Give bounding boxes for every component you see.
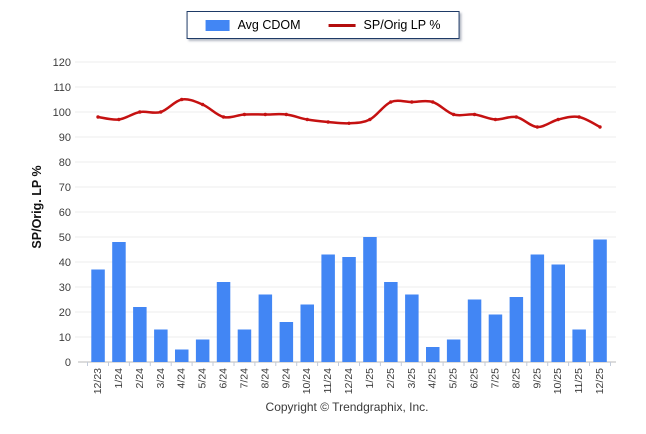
line-marker-11/25 <box>577 115 581 119</box>
bar-1/24 <box>112 242 126 362</box>
line-marker-1/24 <box>117 117 121 122</box>
y-axis-tick-label: 80 <box>59 157 71 169</box>
x-axis-tick-label: 3/24 <box>155 368 167 389</box>
x-axis-tick-label: 6/25 <box>469 368 481 389</box>
legend-item-sp-orig-lp: SP/Orig LP % <box>328 18 441 32</box>
line-marker-3/25 <box>410 100 414 104</box>
line-marker-12/25 <box>598 125 602 129</box>
bar-11/24 <box>321 254 335 362</box>
line-marker-1/25 <box>368 117 372 122</box>
bar-5/24 <box>195 339 210 362</box>
line-marker-6/25 <box>472 112 477 117</box>
x-axis-tick-label: 11/24 <box>322 368 334 394</box>
line-marker-12/23 <box>96 115 100 119</box>
line-marker-5/24 <box>200 102 205 107</box>
line-marker-7/25 <box>493 117 498 122</box>
y-axis-tick-label: 60 <box>59 207 71 219</box>
line-marker-9/25 <box>535 125 539 129</box>
x-axis-tick-label: 6/24 <box>218 368 230 389</box>
line-marker-12/24 <box>347 121 351 126</box>
y-axis-tick-label: 40 <box>59 257 71 269</box>
x-axis-tick-label: 12/25 <box>594 368 606 394</box>
bar-8/24 <box>258 294 273 362</box>
x-axis-tick-label: 4/24 <box>176 368 188 389</box>
bar-3/24 <box>154 329 168 362</box>
bar-4/24 <box>175 349 189 362</box>
line-marker-11/24 <box>326 120 330 124</box>
legend-label-avg-cdom: Avg CDOM <box>237 18 301 32</box>
line-marker-4/25 <box>431 100 435 104</box>
bar-9/24 <box>279 322 294 362</box>
x-axis-tick-label: 1/24 <box>113 368 125 389</box>
line-marker-5/25 <box>451 112 456 117</box>
x-axis-tick-label: 2/25 <box>385 368 397 389</box>
sp-orig-lp-line-swatch <box>328 23 356 27</box>
bar-6/25 <box>467 299 482 362</box>
y-axis-tick-label: 10 <box>59 332 71 344</box>
x-axis-tick-label: 9/24 <box>280 368 292 389</box>
line-marker-7/24 <box>242 112 247 117</box>
bar-12/24 <box>342 257 356 362</box>
bar-5/25 <box>446 339 461 362</box>
legend: Avg CDOM SP/Orig LP % <box>186 11 460 39</box>
bar-11/25 <box>572 329 586 362</box>
x-axis-tick-label: 9/25 <box>531 368 543 389</box>
bar-6/24 <box>216 282 231 362</box>
x-axis-tick-label: 12/24 <box>343 368 355 394</box>
x-axis-tick-label: 2/24 <box>134 368 146 389</box>
bar-9/25 <box>530 254 545 362</box>
legend-label-sp-orig-lp: SP/Orig LP % <box>363 18 441 32</box>
bar-2/24 <box>133 307 147 362</box>
y-axis-tick-label: 120 <box>53 57 71 69</box>
y-axis-tick-label: 50 <box>59 232 71 244</box>
line-marker-8/24 <box>263 112 267 117</box>
x-axis-tick-label: 8/25 <box>510 368 522 389</box>
y-axis-tick-label: 100 <box>53 107 71 119</box>
y-axis-tick-label: 0 <box>65 357 71 369</box>
x-axis-tick-label: 4/25 <box>427 368 439 389</box>
line-marker-6/24 <box>221 115 226 119</box>
x-axis-tick-label: 7/24 <box>238 368 250 389</box>
y-axis-title: SP/Orig. LP % <box>30 165 44 248</box>
y-axis-tick-label: 90 <box>59 132 71 144</box>
y-axis-tick-label: 20 <box>59 307 71 319</box>
bar-12/23 <box>91 269 105 362</box>
legend-item-avg-cdom: Avg CDOM <box>205 18 301 32</box>
bar-1/25 <box>363 237 377 362</box>
x-axis-tick-label: 7/25 <box>489 368 501 389</box>
bar-4/25 <box>426 347 440 362</box>
x-axis-tick-label: 11/25 <box>573 368 585 394</box>
bar-10/24 <box>300 304 314 362</box>
bar-10/25 <box>551 264 565 362</box>
x-axis-tick-label: 1/25 <box>364 368 376 389</box>
x-axis-tick-label: 10/24 <box>301 368 313 394</box>
y-axis-tick-label: 30 <box>59 282 71 294</box>
y-axis-tick-label: 110 <box>53 82 71 94</box>
x-axis-tick-label: 8/24 <box>259 368 271 389</box>
x-axis-tick-label: 5/24 <box>197 368 209 389</box>
line-marker-10/25 <box>556 117 560 122</box>
line-marker-3/24 <box>159 110 163 114</box>
bar-3/25 <box>405 294 419 362</box>
copyright-text: Copyright © Trendgraphix, Inc. <box>265 400 429 414</box>
x-axis-tick-label: 10/25 <box>552 368 564 394</box>
bar-12/25 <box>593 239 607 362</box>
line-marker-4/24 <box>180 97 184 102</box>
x-axis-tick-label: 3/25 <box>406 368 418 389</box>
bar-7/25 <box>488 314 503 362</box>
x-axis-tick-label: 12/23 <box>92 368 104 394</box>
avg-cdom-swatch <box>205 19 230 31</box>
bar-2/25 <box>384 282 398 362</box>
line-marker-10/24 <box>305 117 309 122</box>
y-axis-tick-label: 70 <box>59 182 71 194</box>
bar-7/24 <box>237 329 252 362</box>
bar-8/25 <box>509 297 524 362</box>
line-marker-8/25 <box>514 115 518 119</box>
x-axis-tick-label: 5/25 <box>448 368 460 389</box>
line-marker-2/25 <box>389 100 393 104</box>
line-marker-9/24 <box>284 112 288 117</box>
line-marker-2/24 <box>138 110 142 114</box>
